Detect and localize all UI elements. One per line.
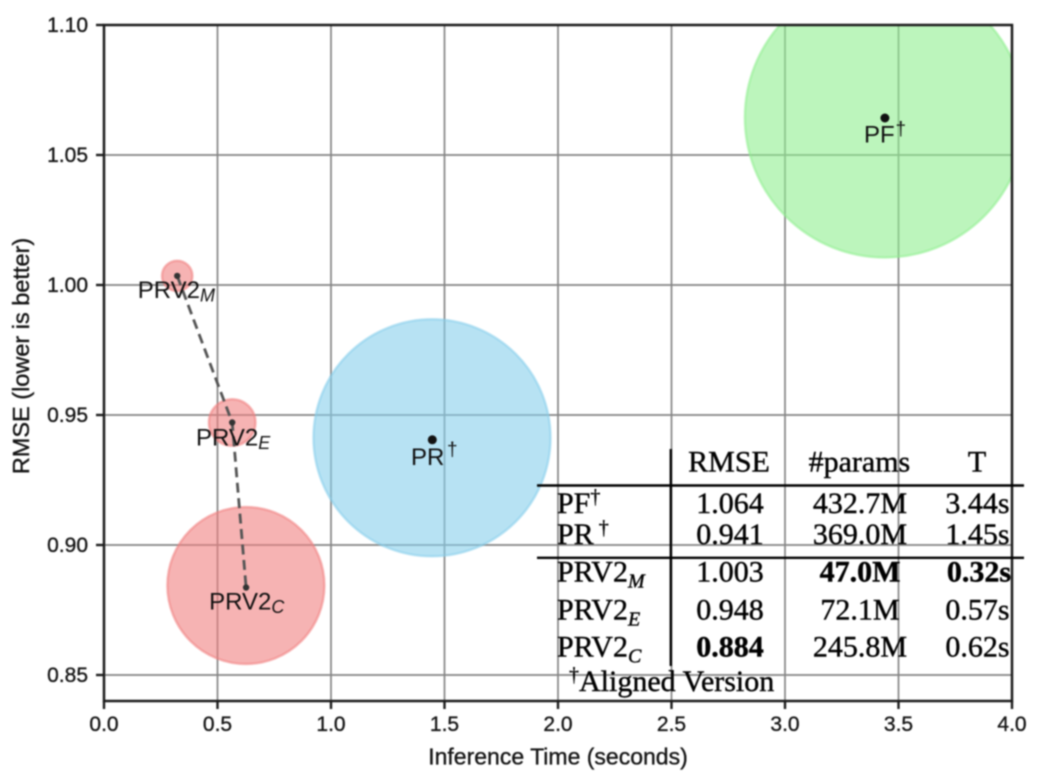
svg-text:#params: #params xyxy=(809,446,911,479)
svg-text:1.45s: 1.45s xyxy=(945,518,1009,551)
svg-text:369.0M: 369.0M xyxy=(813,518,907,551)
svg-text:245.8M: 245.8M xyxy=(813,630,907,663)
svg-text:PR: PR xyxy=(411,444,444,471)
svg-text:0.90: 0.90 xyxy=(47,534,88,557)
svg-text:PRV2C: PRV2C xyxy=(557,630,642,667)
svg-text:0.32s: 0.32s xyxy=(947,556,1011,589)
svg-text:0.85: 0.85 xyxy=(47,664,88,687)
svg-text:72.1M: 72.1M xyxy=(820,593,899,626)
svg-text:0.941: 0.941 xyxy=(696,518,764,551)
svg-text:PRV2E: PRV2E xyxy=(557,593,640,630)
svg-text:432.7M: 432.7M xyxy=(813,487,907,520)
svg-text:PF: PF xyxy=(864,122,895,149)
svg-text:3.44s: 3.44s xyxy=(945,487,1009,520)
svg-text:0.948: 0.948 xyxy=(696,593,764,626)
svg-text:1.5: 1.5 xyxy=(430,713,459,736)
svg-text:0.5: 0.5 xyxy=(203,713,232,736)
svg-text:1.064: 1.064 xyxy=(696,487,764,520)
svg-text:0.0: 0.0 xyxy=(89,713,118,736)
svg-text:3.0: 3.0 xyxy=(770,713,799,736)
svg-text:47.0M: 47.0M xyxy=(820,556,901,589)
svg-text:RMSE: RMSE xyxy=(688,446,770,479)
svg-text:T: T xyxy=(968,446,986,479)
svg-text:1.10: 1.10 xyxy=(47,14,88,37)
svg-text:1.003: 1.003 xyxy=(696,556,764,589)
svg-text:0.57s: 0.57s xyxy=(945,593,1009,626)
svg-text:3.5: 3.5 xyxy=(884,713,913,736)
svg-text:2.0: 2.0 xyxy=(543,713,572,736)
svg-text:4.0: 4.0 xyxy=(997,713,1026,736)
svg-text:RMSE (lower is better): RMSE (lower is better) xyxy=(8,238,34,474)
svg-text:0.95: 0.95 xyxy=(47,404,88,427)
svg-text:Inference Time (seconds): Inference Time (seconds) xyxy=(428,744,688,770)
svg-text:0.884: 0.884 xyxy=(696,630,764,663)
svg-text:1.0: 1.0 xyxy=(316,713,345,736)
svg-text:1.05: 1.05 xyxy=(47,144,88,167)
svg-text:†Aligned Version: †Aligned Version xyxy=(569,664,774,698)
svg-text:†: † xyxy=(896,119,907,140)
svg-text:2.5: 2.5 xyxy=(657,713,686,736)
svg-text:1.00: 1.00 xyxy=(47,274,88,297)
svg-text:†: † xyxy=(447,440,458,461)
svg-text:0.62s: 0.62s xyxy=(945,630,1009,663)
